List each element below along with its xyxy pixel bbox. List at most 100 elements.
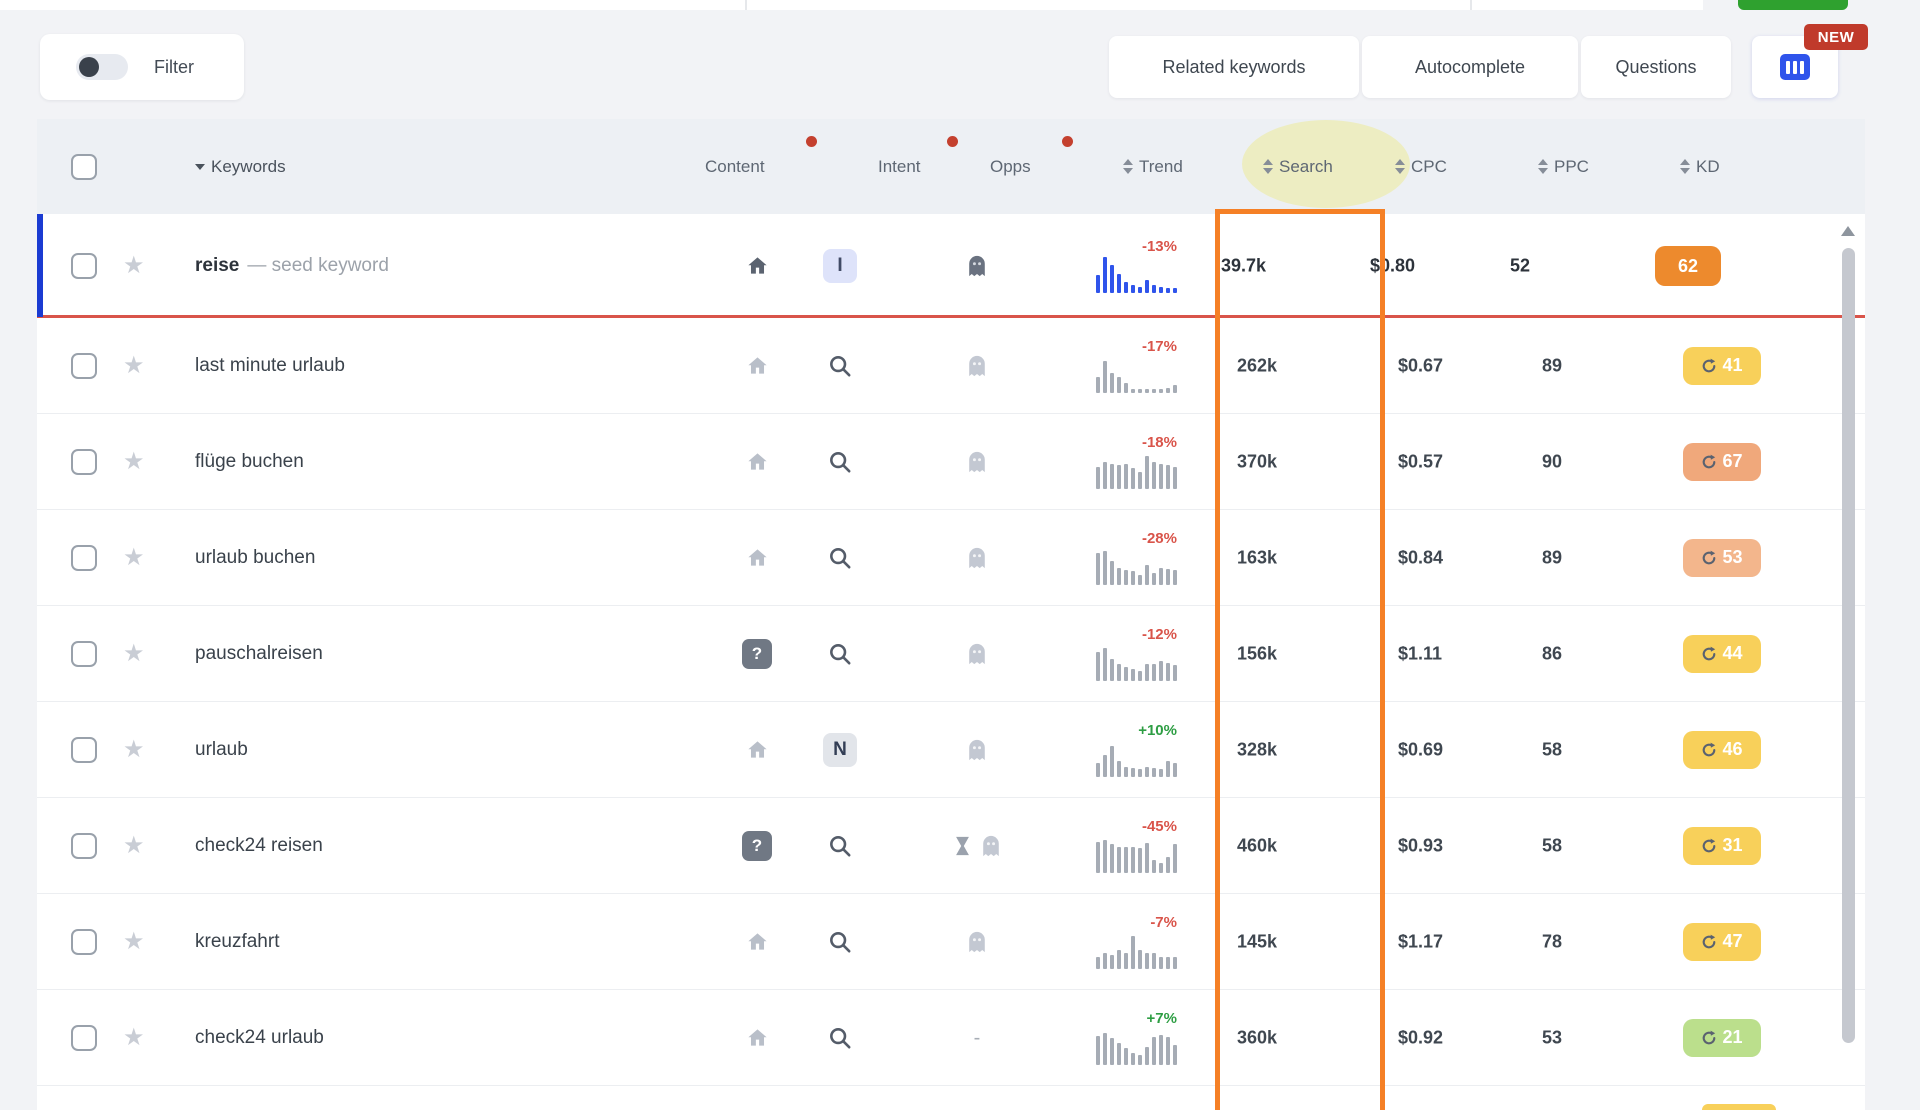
star-icon[interactable]: ★	[123, 639, 145, 667]
header-cpc[interactable]: CPC	[1395, 157, 1447, 177]
table-row[interactable]: ★ urlaub buchen -28% 163k $0.84 89 53	[37, 510, 1865, 606]
scroll-up-arrow[interactable]	[1841, 226, 1855, 236]
kd-badge[interactable]: 67	[1683, 442, 1761, 481]
row-checkbox[interactable]	[71, 448, 97, 475]
trend-cell: +7%	[1037, 1011, 1177, 1065]
trend-sparkline	[1096, 741, 1177, 777]
clipped-kd-badge	[1702, 1104, 1776, 1110]
select-all-checkbox[interactable]	[71, 153, 97, 180]
ghost-icon-light	[980, 834, 1002, 858]
seed-row-indicator	[37, 214, 43, 317]
star-icon[interactable]: ★	[123, 543, 145, 571]
keyword-cell[interactable]: last minute urlaub	[195, 355, 353, 377]
kd-badge[interactable]: 53	[1683, 538, 1761, 577]
header-trend[interactable]: Trend	[1123, 157, 1183, 177]
row-checkbox[interactable]	[71, 736, 97, 763]
kd-value: 47	[1722, 931, 1743, 951]
keyword-cell[interactable]: kreuzfahrt	[195, 931, 287, 953]
table-row[interactable]: ★ urlaub N +10% 328k $0.69 58 46	[37, 702, 1865, 798]
search-volume: 360k	[1237, 1027, 1278, 1047]
kd-badge[interactable]: 21	[1683, 1018, 1761, 1057]
star-icon[interactable]: ★	[123, 252, 145, 279]
row-checkbox[interactable]	[71, 832, 97, 859]
kd-badge[interactable]: 46	[1683, 730, 1761, 769]
refresh-icon	[1703, 550, 1716, 564]
header-kd[interactable]: KD	[1680, 157, 1720, 177]
sort-icon	[1538, 159, 1548, 174]
kd-cell: 53	[1683, 538, 1761, 577]
row-checkbox[interactable]	[71, 928, 97, 955]
star-icon[interactable]: ★	[123, 351, 145, 379]
table-row[interactable]: ★ pauschalreisen ? -12% 156k $1.11 86 44	[37, 606, 1865, 702]
home-icon-light	[746, 930, 769, 953]
trend-sparkline	[1096, 645, 1177, 681]
scrollbar-thumb[interactable]	[1842, 248, 1855, 1043]
question-badge: ?	[742, 830, 772, 861]
cpc-value: $0.57	[1398, 451, 1444, 471]
header-intent[interactable]: Intent	[878, 156, 921, 176]
row-checkbox[interactable]	[71, 352, 97, 379]
intent-cell	[818, 641, 862, 667]
refresh-icon	[1703, 742, 1716, 756]
trend-cell: -7%	[1037, 915, 1177, 969]
header-opps[interactable]: Opps	[990, 156, 1031, 176]
star-icon[interactable]: ★	[123, 735, 145, 763]
keyword-cell[interactable]: pauschalreisen	[195, 643, 331, 665]
empty-dash: -	[973, 1026, 981, 1049]
cpc-value: $0.93	[1398, 835, 1444, 855]
cpc-value: $0.84	[1398, 547, 1444, 567]
filter-label: Filter	[154, 56, 194, 77]
table-row[interactable]: ★ kreuzfahrt -7% 145k $1.17 78 47	[37, 894, 1865, 990]
keyword-cell[interactable]: urlaub	[195, 739, 256, 761]
header-keywords[interactable]: Keywords	[195, 157, 286, 177]
star-icon[interactable]: ★	[123, 447, 145, 475]
row-checkbox[interactable]	[71, 1024, 97, 1051]
questions-button[interactable]: Questions	[1581, 36, 1731, 98]
content-cell	[735, 546, 779, 569]
opps-cell	[935, 450, 1019, 474]
table-row[interactable]: ★ reise — seed keyword I -13% 39.7k $0.8…	[37, 214, 1865, 318]
autocomplete-button[interactable]: Autocomplete	[1362, 36, 1578, 98]
search-volume: 39.7k	[1221, 255, 1267, 276]
ppc-value: 58	[1542, 739, 1563, 759]
keyword-cell[interactable]: check24 urlaub	[195, 1027, 332, 1049]
sort-icon	[1680, 159, 1690, 174]
header-content[interactable]: Content	[705, 156, 765, 176]
table-row[interactable]: ★ check24 reisen ? -45% 460k $0.93 58 31	[37, 798, 1865, 894]
star-icon[interactable]: ★	[123, 831, 145, 859]
trend-cell: -13%	[1037, 239, 1177, 293]
table-row[interactable]: ★ flüge buchen -18% 370k $0.57 90 67	[37, 414, 1865, 510]
notification-dot	[1062, 136, 1073, 147]
ghost-icon-light	[966, 546, 988, 570]
kd-badge[interactable]: 41	[1683, 346, 1761, 385]
star-icon[interactable]: ★	[123, 1023, 145, 1051]
kd-badge[interactable]: 62	[1655, 246, 1721, 286]
kd-badge[interactable]: 44	[1683, 634, 1761, 673]
row-checkbox[interactable]	[71, 544, 97, 571]
keyword-cell[interactable]: check24 reisen	[195, 835, 331, 857]
keyword-text: flüge buchen	[195, 450, 304, 472]
table-row[interactable]: ★ check24 urlaub - +7% 360k $0.92 53 21	[37, 990, 1865, 1086]
filter-toggle[interactable]	[76, 54, 128, 80]
trend-percent: +7%	[1146, 1009, 1177, 1027]
trend-percent: -45%	[1141, 817, 1177, 835]
header-search[interactable]: Search	[1263, 157, 1333, 177]
toggle-knob	[79, 57, 99, 77]
keyword-suffix: — seed keyword	[247, 255, 389, 276]
related-keywords-button[interactable]: Related keywords	[1109, 36, 1359, 98]
row-checkbox[interactable]	[71, 253, 97, 279]
kd-cell: 47	[1683, 922, 1761, 961]
kd-badge[interactable]: 47	[1683, 922, 1761, 961]
star-icon[interactable]: ★	[123, 927, 145, 955]
kd-badge[interactable]: 31	[1683, 826, 1761, 865]
intent-cell	[818, 545, 862, 571]
header-ppc[interactable]: PPC	[1538, 157, 1589, 177]
keyword-cell[interactable]: urlaub buchen	[195, 547, 323, 569]
keyword-cell[interactable]: reise — seed keyword	[195, 255, 389, 277]
table-row[interactable]: ★ last minute urlaub -17% 262k $0.67 89 …	[37, 318, 1865, 414]
keyword-cell[interactable]: flüge buchen	[195, 451, 312, 473]
kd-cell: 44	[1683, 634, 1761, 673]
keyword-text: check24 urlaub	[195, 1026, 324, 1048]
row-checkbox[interactable]	[71, 640, 97, 667]
cpc-value: $1.11	[1398, 643, 1443, 663]
